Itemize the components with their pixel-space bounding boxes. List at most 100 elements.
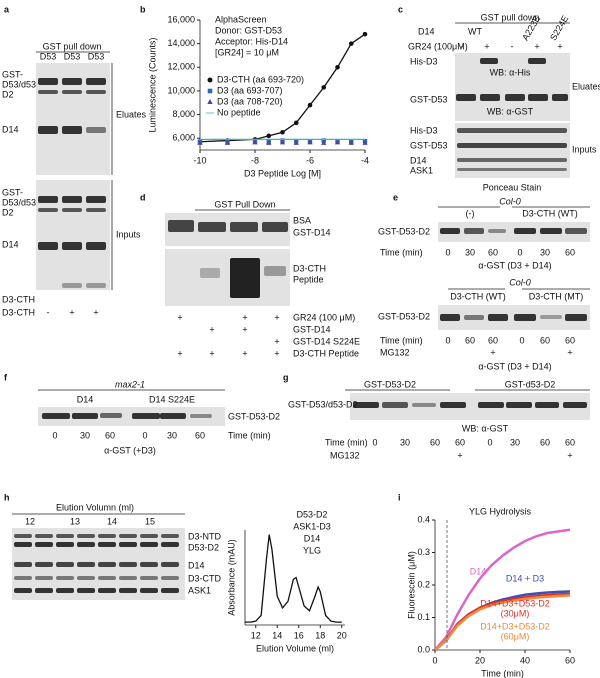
label: 60 [430,437,440,447]
gel-band [540,315,562,319]
label: GST- [2,69,23,79]
marker [266,140,272,145]
label: AlphaScreen [215,14,267,24]
gel-band [140,534,158,538]
gel-band [86,208,106,212]
label: Time (min) [380,247,423,257]
label: BSA [293,215,311,225]
label: GST-D53-D2 [228,411,280,421]
gel-band [86,78,106,85]
marker [362,31,368,37]
label: ASK1 [410,165,433,175]
label: GR24 (100μM) [408,41,468,51]
label: D14 [188,560,205,570]
gel [455,53,570,121]
gel-band [42,413,70,419]
marker [293,120,299,126]
y-tick-label: 8,000 [172,109,195,119]
label: 13 [70,516,80,526]
gel-band [119,562,137,567]
marker [307,102,313,108]
gel-band [77,562,95,567]
label: GST Pull Down [214,199,275,209]
gel-band [161,534,179,538]
label: GST pull down [43,41,102,51]
gel-band [565,314,587,321]
label: D3-CTH [293,263,326,273]
label: D3-CTH (WT) [522,208,578,218]
legend-label: D3 (aa 693-707) [217,85,283,95]
label: YLG Hydrolysis [469,506,532,516]
label: 60 [565,437,575,447]
gel-band [480,58,498,64]
gel-band [456,94,476,101]
label: D2 [2,207,14,217]
gel-band [56,534,74,538]
label: 60 [105,430,115,440]
marker [334,139,341,145]
label: MG132 [380,347,410,357]
x-tick-label: -8 [251,155,259,165]
gel-band [161,588,179,593]
y-tick-label: 0.1 [417,612,430,622]
y-axis-label: Absorbance (mAU) [226,539,236,616]
label: 30 [80,430,90,440]
label: + [242,348,247,358]
label: D14 [410,155,427,165]
gel-band [38,196,58,203]
label: GST-D53-D2 [378,311,430,321]
label: + [93,307,98,317]
label: (-) [466,208,475,218]
marker [224,140,231,145]
y-tick-label: 0.3 [417,547,430,557]
label: 0 [517,247,522,257]
label: + [567,347,572,357]
gel-band [528,94,548,101]
legend-marker [207,99,213,104]
label: D3-CTH Peptide [293,348,359,358]
marker [335,64,340,70]
label: Col-0 [499,196,521,206]
x-tick-label: 40 [520,655,530,665]
gel-band [119,542,137,547]
label: D3-CTH [2,294,35,304]
label: GST-D53/d53-D2 [288,399,358,409]
gel-band [86,127,106,133]
label: Donor: GST-D53 [215,25,282,35]
gel-band [77,534,95,538]
label: Ponceau Stain [483,182,542,192]
label: D53-D2 [296,509,327,519]
label: GST- [2,187,23,197]
label: (60μM) [501,631,530,641]
gel-band [540,228,562,234]
label: 60 [565,335,575,345]
panel-letter: b [140,4,146,14]
series-line [434,528,571,651]
label: - [461,41,464,51]
label: + [209,324,214,334]
label: GST-d53-D2 [505,379,556,389]
label: D14 [470,566,487,576]
label: D53/d53 [2,197,36,207]
gel-band [464,228,484,234]
gel-band [528,58,546,64]
gel-band [14,562,32,567]
marker [321,85,327,90]
label: 0 [142,430,147,440]
y-axis-label: Luminescence (Counts) [147,37,157,132]
label: GST-D14 [293,324,331,334]
label: α-GST (D3 + D14) [478,260,551,270]
gel-band [38,78,58,85]
panel-letter: h [4,492,10,502]
label: WB: α-GST [462,423,509,433]
label: 60 [540,437,550,447]
label: ASK1 [188,585,211,595]
y-tick-label: 0.2 [417,579,430,589]
marker [266,133,272,139]
gel-band [457,158,567,162]
label: D2 [2,89,14,99]
label: D3-CTD [188,573,221,583]
gel-band [98,562,116,567]
marker [197,140,203,145]
gel-band [505,94,525,101]
